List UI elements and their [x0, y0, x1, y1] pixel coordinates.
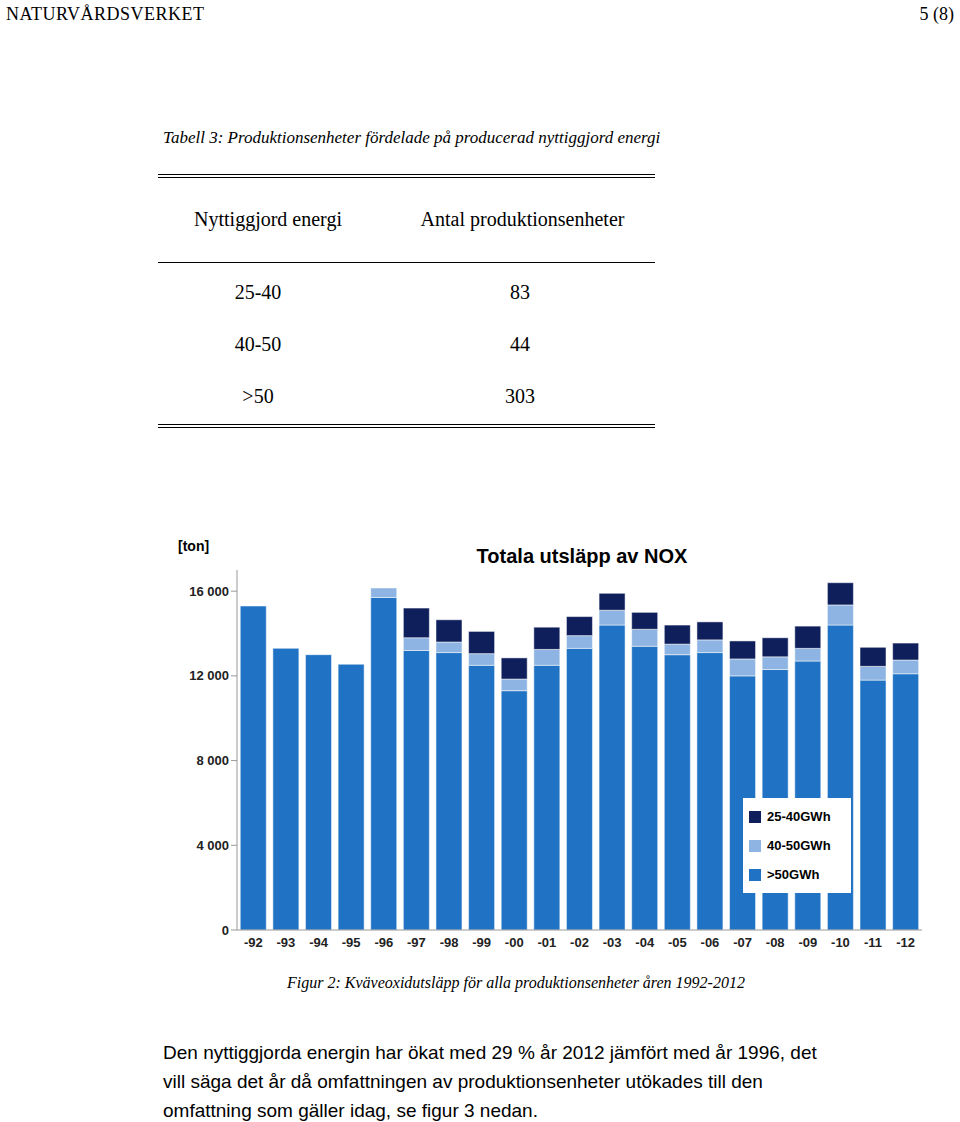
svg-text:-02: -02 — [570, 935, 589, 950]
svg-text:-93: -93 — [277, 935, 296, 950]
svg-text:8 000: 8 000 — [196, 753, 229, 768]
svg-text:-05: -05 — [668, 935, 687, 950]
html-text:Nyttiggjord energi: Nyttiggjord energi — [194, 208, 342, 230]
html-text:NATURVÅRDSVERKET: NATURVÅRDSVERKET — [6, 4, 205, 24]
html-text:44: 44 — [510, 333, 530, 355]
html-text:83: 83 — [510, 281, 530, 303]
html-text:303: 303 — [505, 385, 535, 407]
svg-text:12 000: 12 000 — [189, 668, 229, 683]
svg-text:-99: -99 — [472, 935, 491, 950]
html-text:Totala utsläpp av NOX: Totala utsläpp av NOX — [476, 545, 688, 567]
svg-text:-00: -00 — [505, 935, 524, 950]
svg-text:-97: -97 — [407, 935, 426, 950]
html-text:Tabell 3: Produktionsenheter f: Tabell 3: Produktionsenheter fördelade p… — [163, 128, 661, 147]
svg-text:-01: -01 — [537, 935, 556, 950]
svg-text:-09: -09 — [798, 935, 817, 950]
svg-text:-07: -07 — [733, 935, 752, 950]
svg-text:-06: -06 — [701, 935, 720, 950]
html-text:Figur 2: Kväveoxidutsläpp för: Figur 2: Kväveoxidutsläpp för alla produ… — [287, 974, 745, 991]
html-text:25-40GWh: 25-40GWh — [767, 809, 831, 824]
html-text:Antal produktionsenheter: Antal produktionsenheter — [420, 208, 625, 230]
svg-text:-04: -04 — [635, 935, 655, 950]
html-text:omfattning som gäller idag, se: omfattning som gäller idag, se figur 3 n… — [163, 1100, 538, 1121]
svg-text:-03: -03 — [603, 935, 622, 950]
html-text:vill säga det år då omfattning: vill säga det år då omfattningen av prod… — [163, 1071, 763, 1092]
svg-text:4 000: 4 000 — [196, 838, 229, 853]
svg-text:-98: -98 — [440, 935, 459, 950]
html-text:40-50GWh: 40-50GWh — [767, 838, 831, 853]
html-text:>50GWh: >50GWh — [767, 867, 820, 882]
html-text:[ton]: [ton] — [178, 538, 210, 554]
svg-text:0: 0 — [222, 923, 229, 938]
svg-text:-94: -94 — [309, 935, 329, 950]
svg-text:-10: -10 — [831, 935, 850, 950]
svg-text:-96: -96 — [374, 935, 393, 950]
html-text:>50: >50 — [242, 385, 274, 407]
svg-text:-08: -08 — [766, 935, 785, 950]
svg-text:-92: -92 — [244, 935, 263, 950]
svg-text:16 000: 16 000 — [189, 584, 229, 599]
svg-text:-11: -11 — [864, 935, 882, 950]
svg-text:-12: -12 — [896, 935, 915, 950]
html-text:Den nyttiggjorda energin har ö: Den nyttiggjorda energin har ökat med 29… — [163, 1042, 817, 1063]
html-text:25-40: 25-40 — [234, 281, 282, 303]
html-text:40-50: 40-50 — [234, 333, 282, 355]
svg-text:-95: -95 — [342, 935, 361, 950]
html-text:5 (8): 5 (8) — [919, 4, 954, 24]
